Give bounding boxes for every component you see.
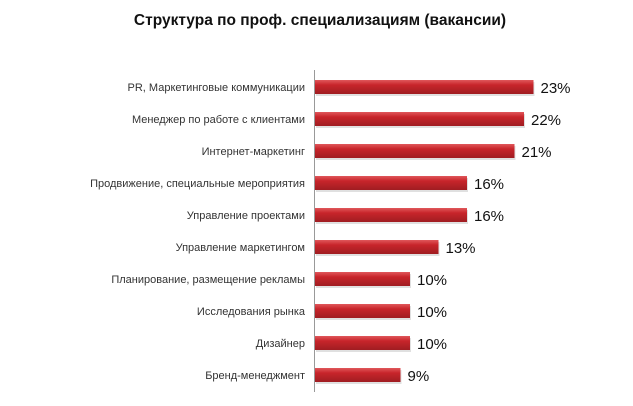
bar [315, 80, 534, 94]
category-label: Интернет-маркетинг [202, 146, 305, 158]
category-label: Менеджер по работе с клиентами [132, 114, 305, 126]
category-label: Дизайнер [256, 338, 305, 350]
data-label: 10% [417, 336, 447, 353]
bar [315, 112, 524, 126]
category-label: Управление маркетингом [176, 242, 305, 254]
category-label: Продвижение, специальные мероприятия [90, 178, 305, 190]
data-label: 16% [474, 208, 504, 225]
bar [315, 304, 410, 318]
data-label: 10% [417, 272, 447, 289]
category-label: Управление проектами [187, 210, 305, 222]
chart-title: Структура по проф. специализациям (вакан… [133, 12, 507, 29]
bar [315, 240, 439, 254]
bar [315, 336, 410, 350]
category-label: PR, Маркетинговые коммуникации [128, 82, 305, 94]
category-label: Исследования рынка [197, 306, 306, 318]
data-label: 13% [446, 240, 476, 257]
category-label: Планирование, размещение рекламы [111, 274, 305, 286]
data-label: 23% [541, 80, 571, 97]
data-label: 10% [417, 304, 447, 321]
data-label: 21% [522, 144, 552, 161]
data-label: 22% [531, 112, 561, 129]
bar [315, 208, 467, 222]
bar [315, 368, 401, 382]
data-label: 9% [408, 368, 430, 385]
data-label: 16% [474, 176, 504, 193]
bar [315, 176, 467, 190]
bar [315, 144, 515, 158]
category-label: Бренд-менеджмент [205, 370, 305, 382]
bar [315, 272, 410, 286]
